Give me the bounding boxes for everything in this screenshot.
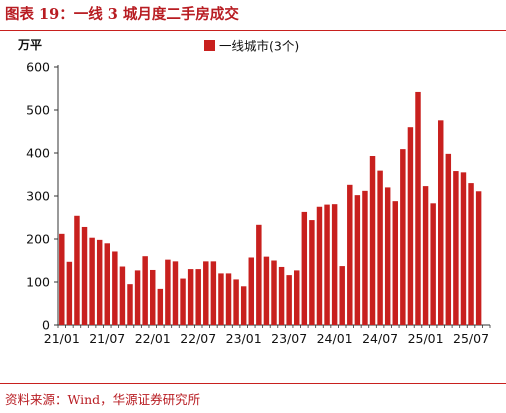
x-tick-label: 21/01 — [44, 331, 80, 346]
bar — [59, 233, 65, 325]
bar — [195, 269, 201, 325]
figure-title: 图表 19：一线 3 城月度二手房成交 — [5, 6, 239, 23]
x-tick-label: 24/07 — [362, 331, 398, 346]
bar — [81, 226, 88, 325]
legend-label: 一线城市(3个) — [219, 39, 299, 54]
bar — [203, 261, 209, 325]
x-tick-label: 25/01 — [408, 331, 444, 346]
y-tick-label: 300 — [26, 189, 50, 204]
y-tick-label: 0 — [42, 318, 50, 333]
bar — [112, 251, 118, 325]
bar — [271, 260, 277, 325]
bar — [460, 172, 467, 325]
bar — [438, 120, 444, 325]
x-tick-label: 23/07 — [271, 331, 307, 346]
bar — [392, 201, 398, 325]
bar — [172, 261, 179, 325]
bar-series — [59, 91, 482, 325]
legend: 一线城市(3个) — [204, 39, 299, 54]
bar — [316, 206, 323, 325]
bar — [278, 266, 285, 325]
bar — [134, 270, 141, 325]
bar — [384, 187, 391, 325]
y-tick-label: 100 — [26, 275, 50, 290]
bar — [89, 237, 95, 325]
y-tick-label: 600 — [26, 60, 50, 75]
bar-chart: 0 100 200 300 400 500 600 21/01 21/07 22/01 22/07 2… — [17, 38, 491, 346]
bar — [157, 288, 164, 325]
bar — [233, 279, 239, 325]
bar — [187, 269, 194, 325]
bar — [218, 273, 224, 325]
y-tick-label: 400 — [26, 146, 50, 161]
bar — [127, 284, 133, 325]
bar — [74, 215, 80, 325]
bar — [347, 184, 353, 325]
bar — [301, 211, 308, 325]
x-tick-label: 21/07 — [89, 331, 125, 346]
bar — [294, 270, 300, 325]
legend-swatch — [204, 40, 215, 51]
bar — [240, 286, 247, 325]
bar — [415, 91, 421, 325]
bar — [104, 243, 110, 325]
bar — [475, 191, 482, 325]
source-divider — [0, 383, 506, 384]
bar — [331, 204, 338, 325]
y-tick-label: 500 — [26, 103, 50, 118]
bar — [422, 186, 429, 325]
x-tick-label: 22/07 — [180, 331, 216, 346]
axes: 0 100 200 300 400 500 600 21/01 21/07 22/01 22/07 2… — [26, 60, 491, 346]
y-axis-unit-label: 万平 — [17, 38, 42, 52]
bar — [369, 156, 376, 325]
x-tick-label: 24/01 — [317, 331, 353, 346]
bar — [445, 153, 452, 325]
source-note: 资料来源：Wind，华源证券研究所 — [5, 392, 201, 407]
bar — [430, 203, 436, 325]
bar — [225, 273, 232, 325]
bar — [150, 269, 156, 325]
bar — [468, 183, 474, 325]
bar — [248, 257, 254, 325]
bar — [165, 259, 171, 325]
x-tick-label: 25/07 — [453, 331, 489, 346]
bar — [309, 220, 315, 325]
bar — [180, 278, 186, 325]
title-divider — [0, 30, 506, 31]
bar — [119, 266, 126, 325]
bar — [286, 275, 292, 325]
bar — [400, 149, 406, 325]
bar — [210, 261, 217, 325]
bar — [263, 256, 270, 325]
bar — [407, 127, 414, 325]
bar — [339, 266, 345, 325]
bar — [453, 171, 459, 325]
bar — [96, 239, 103, 325]
bar — [354, 195, 361, 325]
bar — [66, 261, 73, 325]
x-tick-label: 22/01 — [135, 331, 171, 346]
x-tick-label: 23/01 — [226, 331, 262, 346]
bar — [377, 170, 383, 325]
bar — [324, 204, 330, 325]
bar — [142, 256, 148, 325]
bar — [362, 190, 368, 325]
bar — [256, 224, 262, 325]
y-tick-label: 200 — [26, 232, 50, 247]
